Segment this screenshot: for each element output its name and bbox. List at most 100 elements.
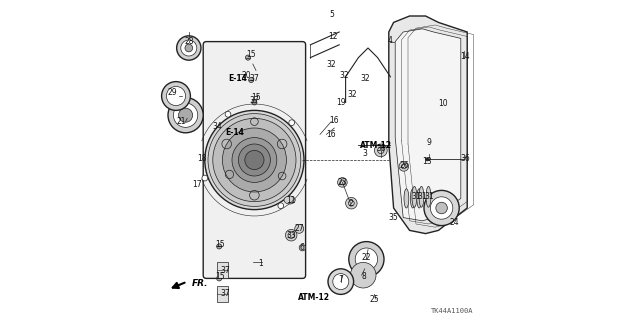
Text: 11: 11 xyxy=(286,196,295,204)
Circle shape xyxy=(166,86,186,106)
Text: 32: 32 xyxy=(347,90,357,99)
Circle shape xyxy=(426,158,429,161)
Circle shape xyxy=(173,103,198,127)
Text: 29: 29 xyxy=(167,88,177,97)
Bar xyxy=(216,262,228,278)
Circle shape xyxy=(351,262,376,288)
Text: 28: 28 xyxy=(184,37,193,46)
Text: 31: 31 xyxy=(417,192,428,201)
Circle shape xyxy=(285,229,297,241)
Text: TK44A1100A: TK44A1100A xyxy=(431,308,474,314)
Ellipse shape xyxy=(417,189,422,208)
Circle shape xyxy=(177,36,201,60)
Text: 26: 26 xyxy=(399,161,409,170)
Circle shape xyxy=(244,150,264,170)
Text: 27: 27 xyxy=(294,224,304,233)
FancyBboxPatch shape xyxy=(204,42,306,278)
Text: 15: 15 xyxy=(246,50,256,59)
Circle shape xyxy=(278,203,284,209)
Polygon shape xyxy=(396,29,461,221)
Text: 21: 21 xyxy=(176,117,186,126)
Ellipse shape xyxy=(419,186,424,207)
Circle shape xyxy=(208,114,301,206)
Text: 32: 32 xyxy=(326,60,336,68)
Text: 37: 37 xyxy=(220,266,230,275)
Text: 23: 23 xyxy=(337,178,348,187)
Text: 17: 17 xyxy=(192,180,202,188)
Circle shape xyxy=(294,224,304,233)
Ellipse shape xyxy=(412,186,417,207)
Circle shape xyxy=(300,244,306,251)
Bar xyxy=(216,286,228,302)
Text: 16: 16 xyxy=(330,116,339,124)
Text: 37: 37 xyxy=(250,74,259,83)
Circle shape xyxy=(223,128,287,192)
Text: FR.: FR. xyxy=(192,279,209,288)
Circle shape xyxy=(248,77,253,83)
Text: 32: 32 xyxy=(339,71,349,80)
Circle shape xyxy=(338,178,347,187)
Circle shape xyxy=(374,144,387,157)
Circle shape xyxy=(202,175,207,181)
Text: 14: 14 xyxy=(460,52,470,60)
Text: 15: 15 xyxy=(215,240,225,249)
Text: 10: 10 xyxy=(438,99,447,108)
Circle shape xyxy=(355,248,378,270)
Circle shape xyxy=(232,138,276,182)
Circle shape xyxy=(431,197,453,219)
Circle shape xyxy=(328,269,353,294)
Circle shape xyxy=(424,190,460,226)
Text: 22: 22 xyxy=(362,253,371,262)
Ellipse shape xyxy=(284,196,295,204)
Text: 32: 32 xyxy=(360,74,370,83)
Text: 18: 18 xyxy=(197,154,206,163)
Circle shape xyxy=(181,40,197,56)
Circle shape xyxy=(205,110,304,210)
Circle shape xyxy=(289,120,294,125)
Circle shape xyxy=(436,202,447,214)
Circle shape xyxy=(216,244,222,249)
Text: 15: 15 xyxy=(215,272,225,281)
Ellipse shape xyxy=(410,189,415,208)
Text: 34: 34 xyxy=(212,122,222,131)
Text: 37: 37 xyxy=(220,289,230,298)
Circle shape xyxy=(399,162,409,171)
Circle shape xyxy=(212,118,296,202)
Text: 24: 24 xyxy=(449,218,460,227)
Text: 8: 8 xyxy=(361,272,366,281)
Text: ATM-12: ATM-12 xyxy=(298,293,330,302)
Circle shape xyxy=(168,98,204,133)
Ellipse shape xyxy=(404,189,409,208)
Text: ATM-12: ATM-12 xyxy=(360,141,392,150)
Text: 37: 37 xyxy=(250,96,259,105)
Text: E-14: E-14 xyxy=(228,74,247,83)
Circle shape xyxy=(238,144,270,176)
Text: E-14: E-14 xyxy=(226,128,244,137)
Circle shape xyxy=(333,274,349,290)
Polygon shape xyxy=(388,16,467,234)
Text: 15: 15 xyxy=(251,93,261,102)
Circle shape xyxy=(246,55,251,60)
Circle shape xyxy=(225,111,231,117)
Circle shape xyxy=(346,197,357,209)
Ellipse shape xyxy=(426,186,431,207)
Text: 16: 16 xyxy=(326,130,336,139)
Text: 31: 31 xyxy=(411,192,421,201)
Text: 12: 12 xyxy=(328,32,337,41)
Text: 31: 31 xyxy=(424,192,435,201)
Text: 2: 2 xyxy=(349,199,354,208)
Circle shape xyxy=(216,276,222,281)
Circle shape xyxy=(252,100,257,105)
Circle shape xyxy=(179,108,193,122)
Text: 25: 25 xyxy=(369,295,380,304)
Text: 7: 7 xyxy=(338,276,343,284)
Text: 33: 33 xyxy=(286,231,296,240)
Circle shape xyxy=(185,44,193,52)
Text: 20: 20 xyxy=(241,71,252,80)
Text: 13: 13 xyxy=(422,157,432,166)
Text: 30: 30 xyxy=(376,144,386,153)
Circle shape xyxy=(349,242,384,277)
Text: 5: 5 xyxy=(330,10,335,19)
Text: 6: 6 xyxy=(300,243,305,252)
Text: 35: 35 xyxy=(388,213,399,222)
